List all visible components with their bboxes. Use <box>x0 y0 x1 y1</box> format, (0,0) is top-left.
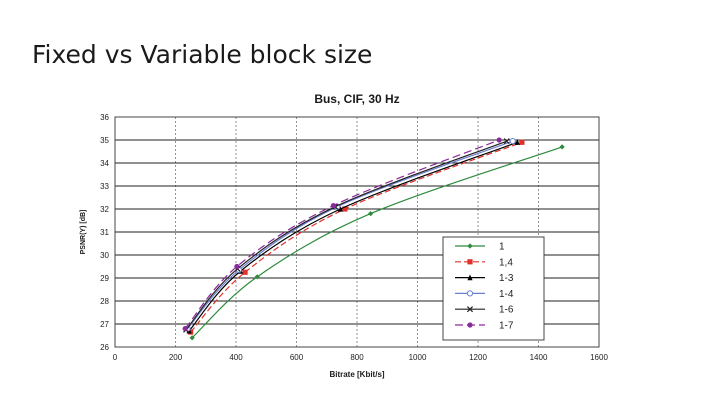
slide-title: Fixed vs Variable block size <box>32 40 373 69</box>
data-point-1-7 <box>182 326 188 332</box>
data-point-1 <box>254 274 260 280</box>
data-point-1-6 <box>503 138 510 145</box>
series-lines <box>182 137 565 341</box>
legend-marker-1-3 <box>467 274 473 281</box>
data-point-1 <box>559 144 565 150</box>
series-line-1-6 <box>185 140 507 331</box>
x-tick-label: 1400 <box>530 353 548 362</box>
x-tick-label: 1600 <box>590 353 608 362</box>
series-line-1-4 <box>187 140 513 329</box>
data-point-1-3 <box>337 205 343 212</box>
y-axis-label: PSNR(Y) [dB] <box>80 210 87 255</box>
y-tick-label: 34 <box>100 159 109 168</box>
data-point-1-4 <box>242 269 248 275</box>
legend-marker-1 <box>467 243 473 249</box>
x-tick-label: 1000 <box>409 353 427 362</box>
legend-marker-1-4 <box>466 290 474 297</box>
y-tick-label: 30 <box>100 251 109 260</box>
series-line-1-7 <box>184 139 500 329</box>
data-point-1-3 <box>514 139 520 145</box>
series-line-1-4 <box>190 141 523 333</box>
y-tick-label: 26 <box>100 343 109 352</box>
x-tick-label: 400 <box>229 353 243 362</box>
legend-label: 1-6 <box>499 305 514 316</box>
data-point-1 <box>368 211 374 217</box>
legend-label: 1-3 <box>499 273 514 284</box>
data-point-1-4 <box>519 139 525 145</box>
legend-marker-1-7 <box>467 322 473 328</box>
y-tick-label: 32 <box>100 205 109 214</box>
y-tick-label: 29 <box>100 274 109 283</box>
x-tick-label: 0 <box>113 353 118 362</box>
x-tick-labels: 0 200 400 600 800 1000 1200 1400 1600 <box>113 353 609 362</box>
legend-label: 1-7 <box>499 321 514 332</box>
y-tick-label: 27 <box>100 320 109 329</box>
legend: 1 1,4 1-3 1-4 1-6 1-7 <box>442 236 545 341</box>
data-point-1-4 <box>342 206 348 212</box>
x-axis-label: Bitrate [Kbit/s] <box>329 370 384 379</box>
x-tick-label: 800 <box>350 353 364 362</box>
legend-label: 1-4 <box>499 289 514 300</box>
x-tick-label: 600 <box>290 353 304 362</box>
legend-marker-1-4 <box>467 259 473 265</box>
data-point-1-4 <box>509 138 516 145</box>
legend-label: 1 <box>499 242 505 253</box>
y-tick-label: 33 <box>100 182 109 191</box>
y-tick-label: 28 <box>100 297 109 306</box>
x-tick-label: 1200 <box>469 353 487 362</box>
series-line-1 <box>191 146 563 339</box>
data-point-1-7 <box>496 137 502 143</box>
y-tick-label: 31 <box>100 228 109 237</box>
series-line-1-3 <box>188 141 518 332</box>
chart-title: Bus, CIF, 30 Hz <box>314 92 399 106</box>
grid <box>115 117 599 347</box>
x-tick-label: 200 <box>169 353 183 362</box>
y-tick-label: 35 <box>100 136 109 145</box>
plot-area-border <box>114 116 600 348</box>
data-point-1-7 <box>330 202 337 209</box>
legend-marker-1-6 <box>466 306 474 313</box>
legend-box <box>442 236 545 341</box>
legend-label: 1,4 <box>499 257 513 268</box>
y-tick-label: 36 <box>100 113 109 122</box>
y-tick-labels: 26 27 28 29 30 31 32 33 34 35 36 <box>100 113 109 352</box>
data-point-1 <box>189 335 195 341</box>
data-point-1-7 <box>234 263 240 270</box>
